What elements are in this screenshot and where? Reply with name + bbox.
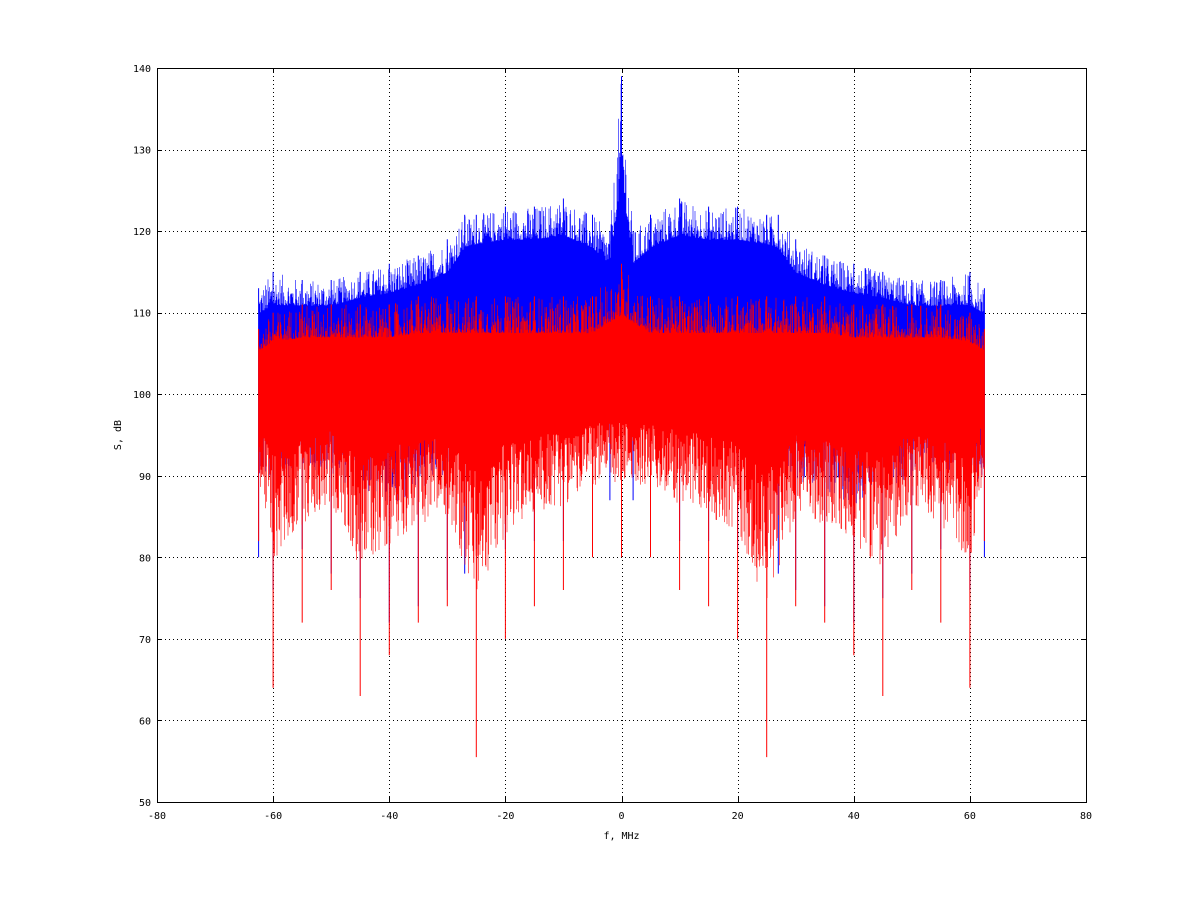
x-tick-label: 60 (964, 811, 976, 822)
y-tick-label: 60 (139, 716, 151, 727)
y-tick-label: 70 (139, 635, 151, 646)
x-tick-label: 0 (618, 811, 624, 822)
x-tick-label: -20 (496, 811, 514, 822)
axis-ticks: -80 -60 -40 -20 0 20 40 60 80 50 60 70 80 90 100 110 120… (133, 64, 1092, 822)
x-tick-label: 80 (1080, 811, 1092, 822)
x-tick-label: 40 (848, 811, 860, 822)
x-axis-label: f, MHz (603, 831, 639, 842)
x-tick-label: 20 (732, 811, 744, 822)
x-tick-label: -40 (380, 811, 398, 822)
y-tick-label: 100 (133, 390, 151, 401)
x-tick-label: -80 (148, 811, 166, 822)
y-tick-label: 110 (133, 309, 151, 320)
y-tick-label: 90 (139, 472, 151, 483)
y-tick-label: 120 (133, 227, 151, 238)
data-series (258, 76, 985, 758)
y-tick-label: 130 (133, 146, 151, 157)
plot-area: -80 -60 -40 -20 0 20 40 60 80 50 60 70 80 90 100 110 120… (133, 64, 1092, 822)
y-tick-label: 50 (139, 798, 151, 809)
series-1 (258, 263, 985, 758)
y-tick-label: 140 (133, 64, 151, 75)
y-tick-label: 80 (139, 553, 151, 564)
y-axis-label: S, dB (113, 420, 124, 450)
x-tick-label: -60 (264, 811, 282, 822)
